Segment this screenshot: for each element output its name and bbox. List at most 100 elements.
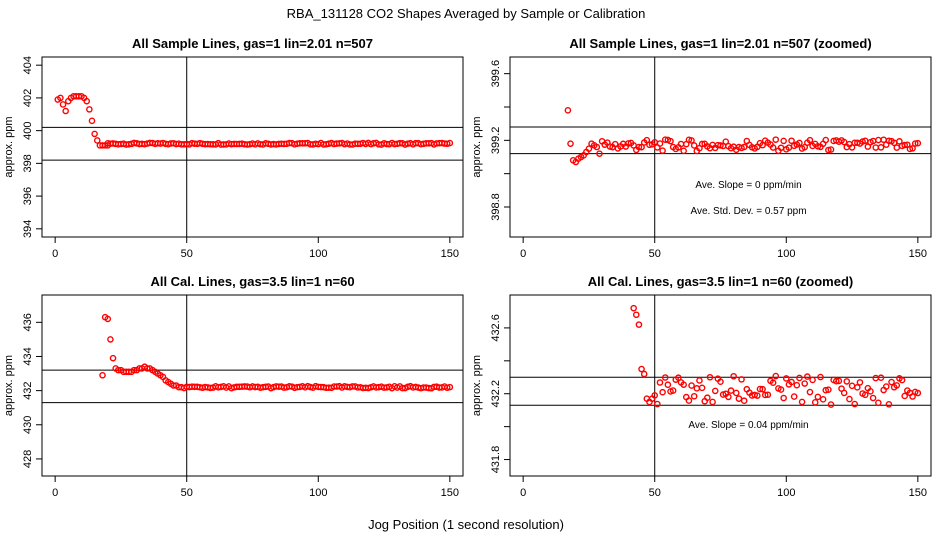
data-point bbox=[782, 375, 790, 382]
data-point bbox=[643, 136, 651, 144]
data-point bbox=[635, 321, 643, 328]
chart-panel-4: All Cal. Lines, gas=3.5 lin=1 n=60 (zoom… bbox=[471, 274, 932, 499]
plot-frame bbox=[509, 56, 932, 238]
data-point bbox=[93, 137, 101, 144]
data-point bbox=[564, 107, 572, 114]
data-point bbox=[909, 145, 916, 152]
y-tick-label: 399.6 bbox=[490, 60, 502, 88]
data-point bbox=[735, 395, 743, 402]
data-point bbox=[761, 391, 769, 399]
y-tick-label: 400 bbox=[22, 121, 34, 139]
data-point bbox=[877, 374, 885, 382]
annotation: Ave. Slope = 0.04 ppm/min bbox=[688, 420, 808, 431]
data-point bbox=[777, 386, 785, 393]
chart-title: All Cal. Lines, gas=3.5 lin=1 n=60 (zoom… bbox=[588, 274, 854, 289]
data-point bbox=[846, 395, 853, 403]
data-point bbox=[790, 393, 798, 400]
data-point bbox=[817, 373, 824, 381]
data-point bbox=[585, 145, 593, 152]
data-point bbox=[740, 143, 748, 151]
data-point bbox=[635, 143, 643, 151]
data-point bbox=[901, 392, 908, 400]
data-point bbox=[88, 117, 96, 125]
y-tick-label: 434 bbox=[22, 347, 34, 365]
x-tick-label: 50 bbox=[181, 487, 193, 499]
data-point bbox=[893, 144, 901, 151]
data-point bbox=[832, 377, 840, 385]
y-axis-label: approx. ppm bbox=[471, 355, 483, 416]
x-tick-label: 50 bbox=[181, 248, 193, 260]
data-point bbox=[651, 392, 659, 399]
data-point bbox=[851, 400, 858, 408]
data-point bbox=[688, 382, 695, 389]
data-point bbox=[835, 377, 843, 385]
data-point bbox=[638, 143, 645, 151]
data-point bbox=[654, 400, 661, 408]
y-tick-label: 432 bbox=[22, 381, 34, 399]
data-point bbox=[882, 383, 890, 390]
data-point bbox=[861, 391, 869, 399]
data-point bbox=[804, 373, 811, 380]
y-axis-label: approx. ppm bbox=[3, 116, 15, 177]
data-points bbox=[564, 107, 922, 166]
data-point bbox=[640, 370, 648, 378]
data-point bbox=[801, 380, 809, 387]
data-point bbox=[806, 136, 814, 144]
data-point bbox=[840, 138, 848, 146]
data-point bbox=[633, 311, 640, 319]
data-point bbox=[593, 143, 601, 151]
annotation: Ave. Slope = 0 ppm/min bbox=[695, 180, 801, 191]
data-point bbox=[848, 382, 856, 390]
data-point bbox=[669, 387, 677, 394]
x-tick-label: 0 bbox=[520, 487, 526, 499]
data-point bbox=[772, 136, 780, 143]
x-tick-label: 100 bbox=[309, 248, 327, 260]
data-point bbox=[680, 381, 687, 388]
x-tick-label: 150 bbox=[909, 248, 927, 260]
data-point bbox=[86, 106, 93, 113]
chart-title: All Sample Lines, gas=1 lin=2.01 n=507 bbox=[132, 36, 373, 51]
data-point bbox=[625, 140, 632, 147]
data-point bbox=[872, 144, 880, 151]
data-point bbox=[875, 399, 882, 407]
data-point bbox=[911, 140, 919, 147]
y-tick-label: 398 bbox=[22, 154, 34, 172]
data-point bbox=[656, 379, 664, 386]
data-point bbox=[759, 385, 766, 393]
y-tick-label: 402 bbox=[22, 89, 34, 107]
data-point bbox=[446, 139, 454, 147]
y-tick-label: 431.8 bbox=[490, 446, 502, 474]
y-tick-label: 432.2 bbox=[490, 380, 502, 408]
plot-frame bbox=[509, 294, 932, 477]
data-point bbox=[875, 136, 882, 144]
data-point bbox=[696, 377, 703, 384]
data-point bbox=[659, 388, 666, 396]
data-point bbox=[893, 382, 901, 389]
data-point bbox=[788, 137, 795, 145]
data-point bbox=[59, 101, 67, 108]
data-point bbox=[667, 137, 674, 145]
data-point bbox=[107, 336, 114, 343]
data-point bbox=[109, 354, 117, 362]
data-point bbox=[867, 388, 874, 395]
x-tick-label: 100 bbox=[309, 487, 327, 499]
data-point bbox=[685, 397, 693, 404]
data-point bbox=[772, 372, 780, 380]
data-point bbox=[646, 141, 653, 149]
data-point bbox=[877, 144, 885, 151]
data-point bbox=[898, 376, 906, 384]
data-point bbox=[906, 145, 914, 153]
data-point bbox=[914, 139, 922, 147]
data-point bbox=[769, 144, 777, 151]
data-point bbox=[711, 387, 719, 395]
data-point bbox=[630, 304, 637, 312]
data-point bbox=[822, 386, 830, 394]
data-point bbox=[809, 376, 816, 384]
data-points bbox=[99, 313, 454, 392]
data-point bbox=[796, 374, 803, 382]
data-point bbox=[780, 137, 787, 145]
x-tick-label: 0 bbox=[52, 487, 58, 499]
data-point bbox=[740, 397, 748, 405]
data-point bbox=[567, 140, 574, 147]
data-point bbox=[717, 378, 724, 385]
